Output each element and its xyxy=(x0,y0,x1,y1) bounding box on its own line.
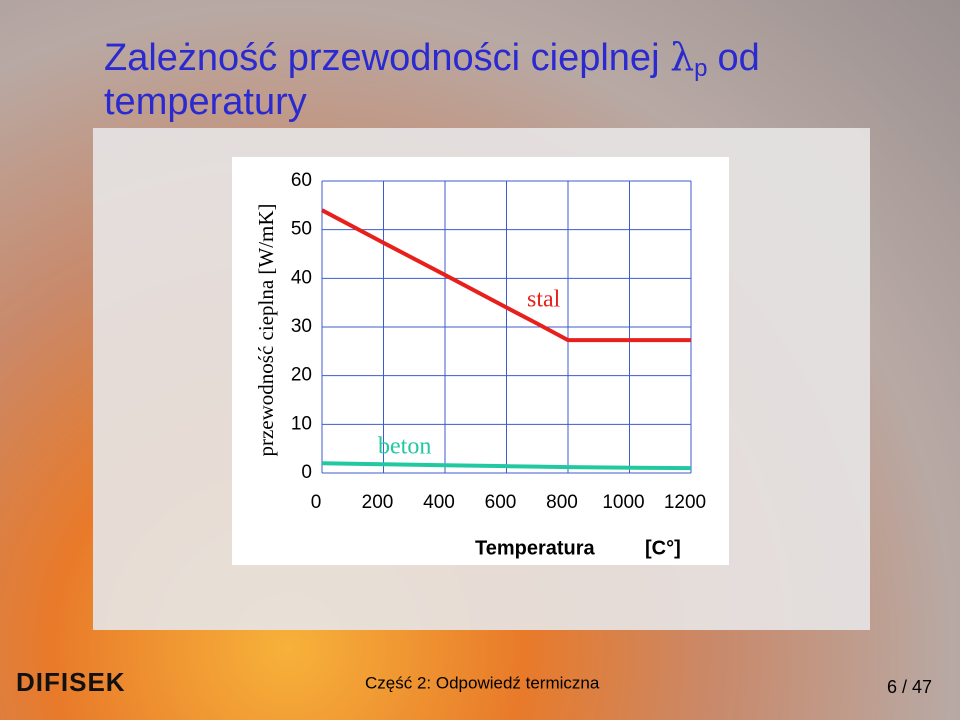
title: temperatury xyxy=(104,81,307,123)
series-label: beton xyxy=(378,434,431,460)
y-tick-label: 50 xyxy=(291,219,312,240)
y-tick-label: 0 xyxy=(301,462,312,483)
line-series xyxy=(321,208,691,343)
title-text: Zależność przewodności cieplnej xyxy=(104,37,660,79)
x-tick-label: 800 xyxy=(546,492,578,513)
x-axis-label: Temperatura xyxy=(475,537,596,559)
x-tick-label: 200 xyxy=(362,492,394,513)
x-tick-label: 600 xyxy=(485,492,517,513)
x-tick-label: 1000 xyxy=(602,492,644,513)
page-number: 6 / 47 xyxy=(887,677,932,697)
x-tick-label: 1200 xyxy=(664,492,706,513)
y-tick-label: 40 xyxy=(291,267,312,288)
y-tick-label: 20 xyxy=(291,365,312,386)
title-symbol: λ xyxy=(670,35,694,79)
line-series xyxy=(321,461,692,471)
y-axis-label: przewodność cieplna [W/mK] xyxy=(254,203,278,456)
logo: DIFISEK xyxy=(16,667,126,697)
y-tick-label: 60 xyxy=(291,170,312,191)
y-tick-label: 30 xyxy=(291,316,312,337)
series-label: stal xyxy=(527,287,561,313)
chart-area xyxy=(232,157,729,565)
title-subscript: p xyxy=(694,55,707,82)
x-axis-unit: [C°] xyxy=(645,537,681,559)
x-tick-label: 0 xyxy=(311,492,322,513)
x-tick-label: 400 xyxy=(423,492,455,513)
footer: Część 2: Odpowiedź termiczna xyxy=(365,673,600,692)
y-tick-label: 10 xyxy=(291,413,312,434)
title: Zależność przewodności cieplnej λp od xyxy=(104,35,760,83)
title-text: od xyxy=(718,37,760,79)
